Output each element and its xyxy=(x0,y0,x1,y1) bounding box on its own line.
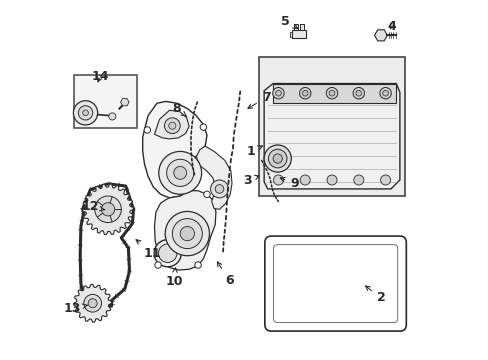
Circle shape xyxy=(264,145,291,172)
Circle shape xyxy=(215,185,224,193)
Circle shape xyxy=(166,159,193,186)
Circle shape xyxy=(165,211,209,256)
Text: 2: 2 xyxy=(365,286,385,305)
Circle shape xyxy=(73,101,98,125)
Bar xyxy=(74,75,137,128)
Text: 11: 11 xyxy=(136,240,161,260)
Circle shape xyxy=(380,175,390,185)
FancyBboxPatch shape xyxy=(273,245,397,323)
Circle shape xyxy=(144,127,150,133)
Circle shape xyxy=(158,244,177,262)
Circle shape xyxy=(83,294,102,312)
Circle shape xyxy=(379,87,390,99)
Circle shape xyxy=(272,87,284,99)
Text: 8: 8 xyxy=(172,102,186,116)
Text: 14: 14 xyxy=(91,70,109,83)
Circle shape xyxy=(382,90,387,96)
Bar xyxy=(293,24,298,30)
Polygon shape xyxy=(74,284,111,322)
Circle shape xyxy=(95,196,121,222)
Polygon shape xyxy=(374,30,386,41)
Text: 13: 13 xyxy=(64,302,87,315)
Bar xyxy=(292,30,305,38)
Text: 9: 9 xyxy=(280,177,298,190)
Circle shape xyxy=(300,175,309,185)
Circle shape xyxy=(173,166,186,179)
Bar xyxy=(258,57,405,196)
Circle shape xyxy=(203,191,210,198)
Bar xyxy=(299,24,304,30)
Circle shape xyxy=(302,90,307,96)
Circle shape xyxy=(159,152,201,194)
Polygon shape xyxy=(272,84,395,103)
Circle shape xyxy=(200,124,206,130)
Circle shape xyxy=(82,110,88,116)
Polygon shape xyxy=(264,84,399,189)
Polygon shape xyxy=(154,191,216,270)
Circle shape xyxy=(155,262,161,268)
Circle shape xyxy=(101,203,115,216)
Circle shape xyxy=(299,87,310,99)
Polygon shape xyxy=(142,102,206,198)
Circle shape xyxy=(355,90,361,96)
Bar xyxy=(289,32,292,37)
Circle shape xyxy=(194,262,201,268)
Text: 7: 7 xyxy=(247,91,270,108)
Text: 6: 6 xyxy=(217,262,233,287)
Text: 4: 4 xyxy=(386,20,395,33)
Circle shape xyxy=(273,175,283,185)
Circle shape xyxy=(268,149,286,168)
Circle shape xyxy=(326,175,336,185)
Polygon shape xyxy=(121,98,129,106)
FancyBboxPatch shape xyxy=(264,236,406,331)
Circle shape xyxy=(272,154,282,163)
Text: 3: 3 xyxy=(243,174,259,186)
Text: 5: 5 xyxy=(281,14,297,28)
Polygon shape xyxy=(154,111,189,139)
Polygon shape xyxy=(196,146,231,209)
Circle shape xyxy=(328,90,334,96)
Circle shape xyxy=(352,87,364,99)
Circle shape xyxy=(108,113,116,120)
Polygon shape xyxy=(82,184,133,235)
Circle shape xyxy=(88,299,97,308)
Circle shape xyxy=(210,180,228,198)
Circle shape xyxy=(180,226,194,241)
Circle shape xyxy=(164,118,180,134)
Circle shape xyxy=(168,122,176,129)
Circle shape xyxy=(275,90,281,96)
Circle shape xyxy=(172,219,202,249)
Text: 10: 10 xyxy=(165,268,183,288)
Circle shape xyxy=(154,240,181,267)
Circle shape xyxy=(78,106,93,120)
Text: 12: 12 xyxy=(81,200,104,213)
Circle shape xyxy=(325,87,337,99)
Text: 1: 1 xyxy=(246,145,262,158)
Circle shape xyxy=(353,175,363,185)
